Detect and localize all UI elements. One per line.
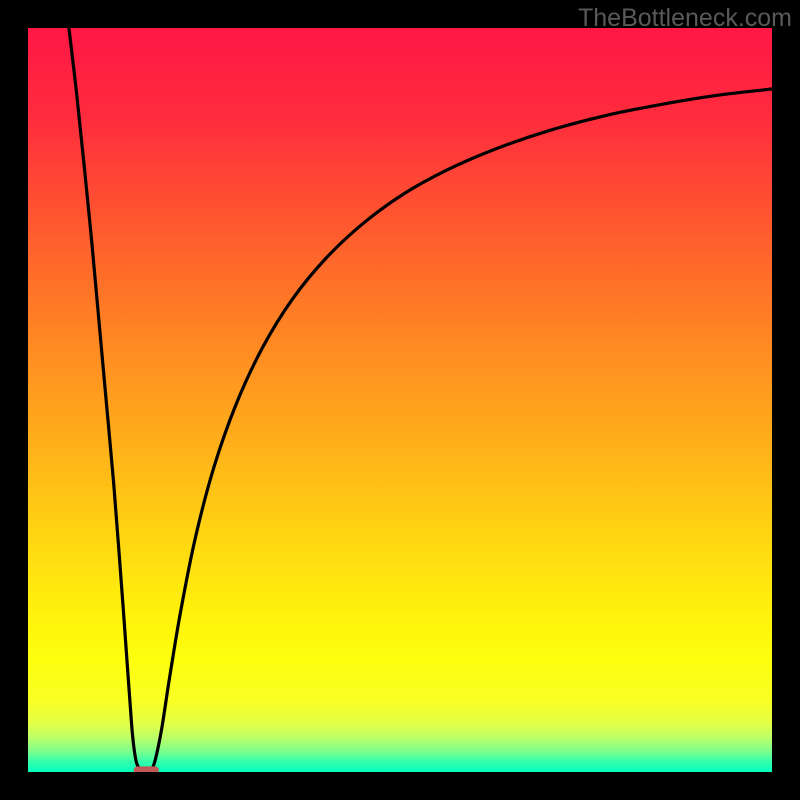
curve-left-branch bbox=[69, 28, 140, 769]
curve-right-branch bbox=[152, 89, 772, 769]
minimum-marker bbox=[134, 766, 159, 772]
plot-area bbox=[28, 28, 772, 772]
watermark-text: TheBottleneck.com bbox=[578, 4, 792, 33]
curves-layer bbox=[28, 28, 772, 772]
chart-stage: TheBottleneck.com bbox=[0, 0, 800, 800]
